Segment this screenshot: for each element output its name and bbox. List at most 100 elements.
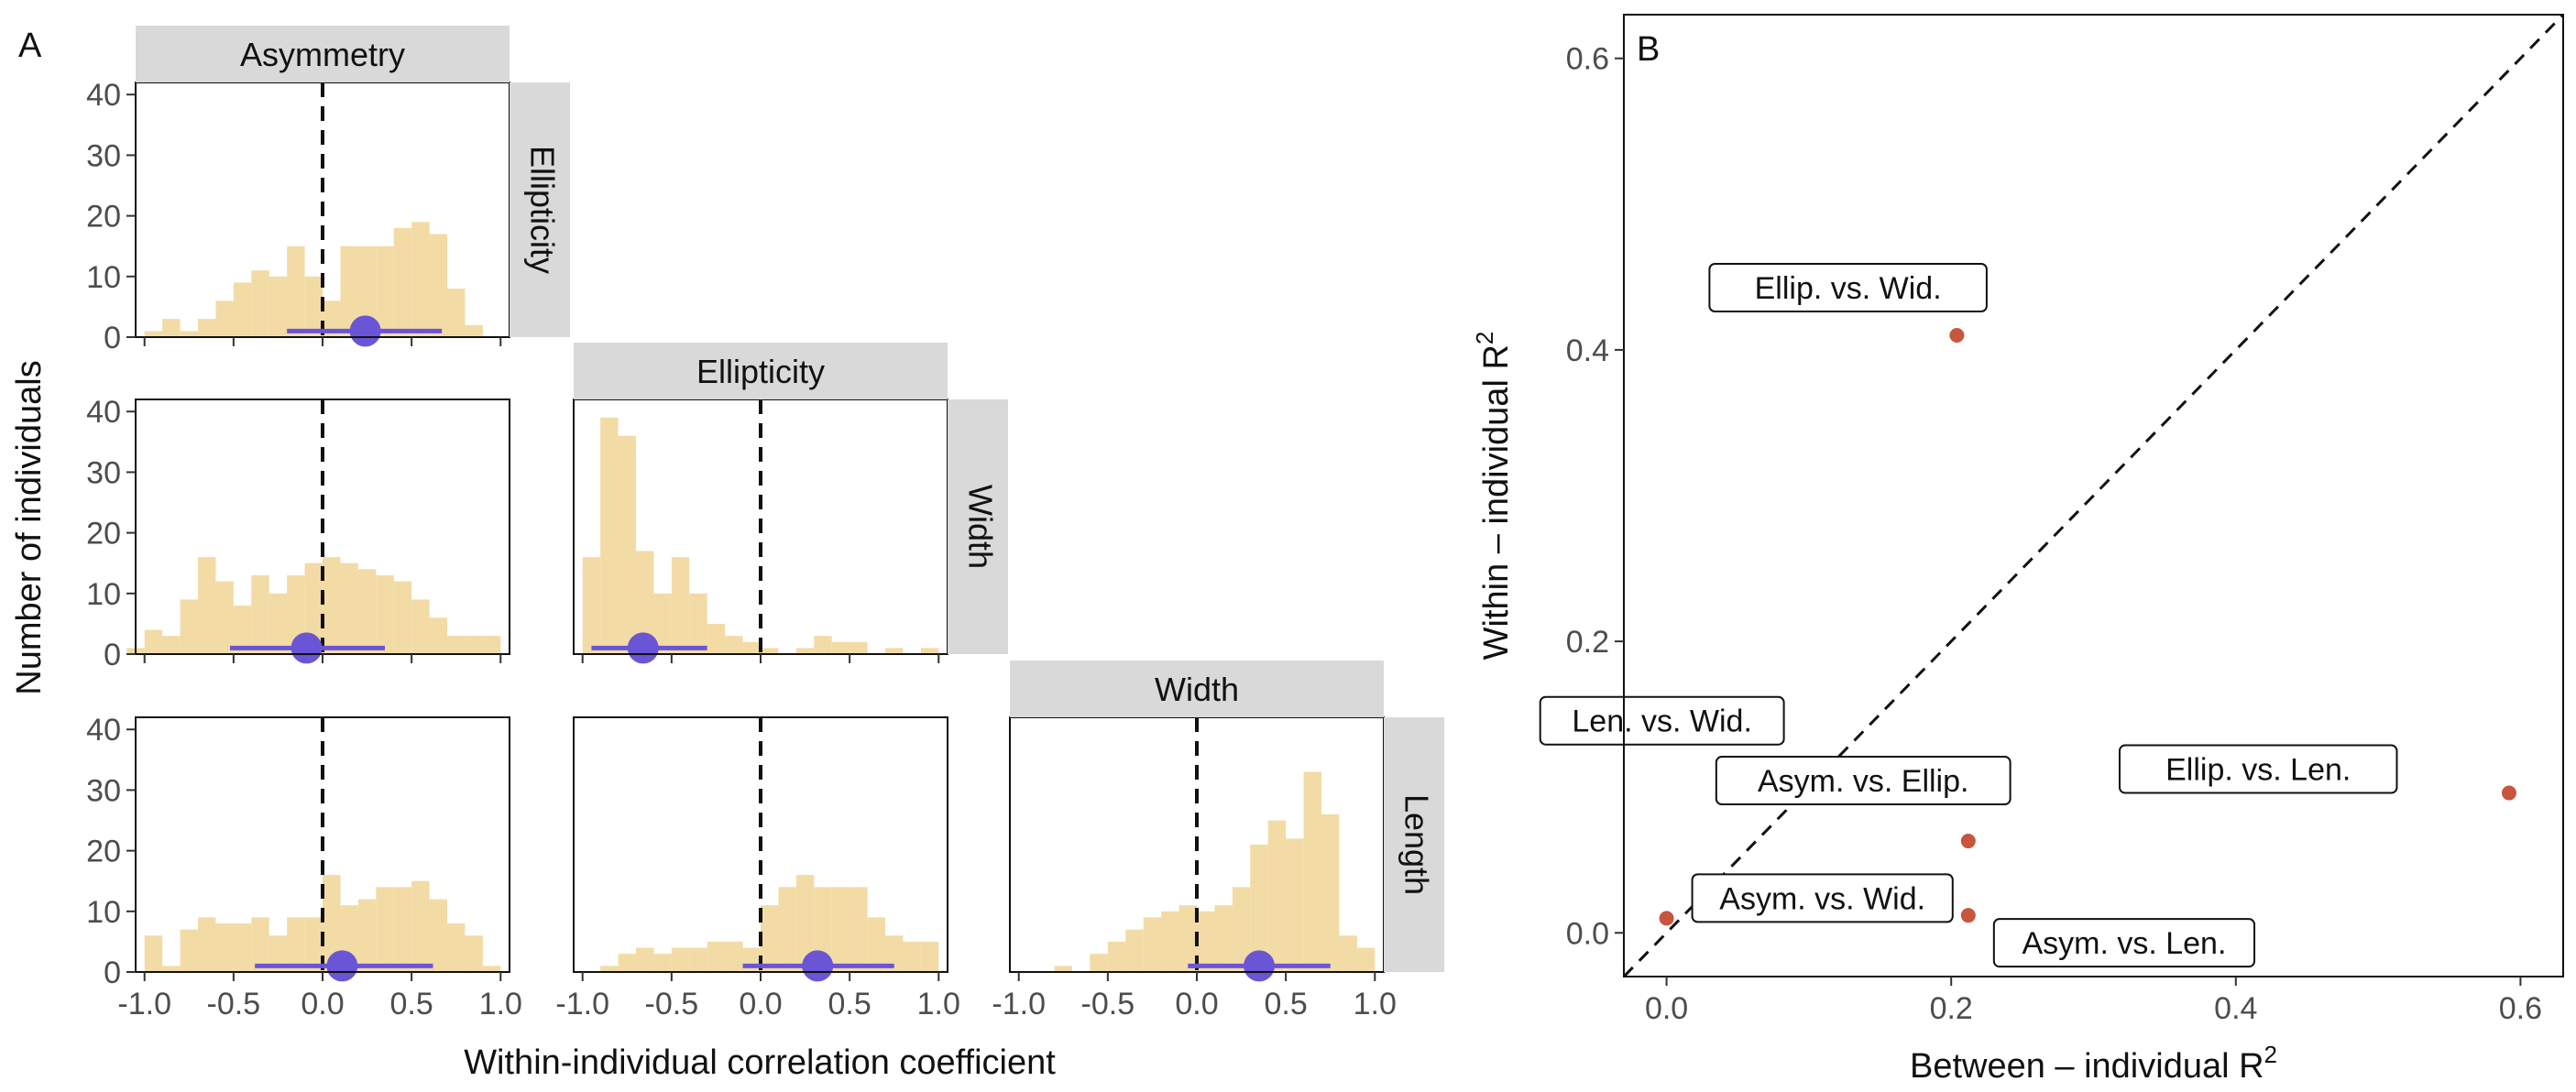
histogram-bar xyxy=(376,574,394,654)
histogram-bar xyxy=(761,648,779,654)
histogram-bar xyxy=(689,947,707,972)
point-label-box xyxy=(1992,918,2256,968)
histogram-bar xyxy=(1339,935,1357,972)
histogram-bar xyxy=(1178,905,1197,972)
scatter-point xyxy=(1960,908,1976,923)
x-tick-label: 0.0 xyxy=(1645,991,1688,1026)
histogram-bar xyxy=(233,923,252,972)
histogram-bar xyxy=(600,417,619,654)
histogram-bar xyxy=(742,947,761,972)
facet-ellipticity-length: -1.0 -0.5 0.0 0.5 1.0 xyxy=(555,716,960,1021)
x-tick-label: 0.0 xyxy=(1175,987,1218,1021)
y-tick-label: 0 xyxy=(104,956,121,990)
histogram-bar xyxy=(357,569,377,654)
point-label-box xyxy=(1691,873,1954,923)
histogram-bar xyxy=(867,917,885,972)
mean-point xyxy=(349,315,381,347)
column-strip-label: Width xyxy=(1155,671,1239,708)
histogram-bar xyxy=(920,941,939,972)
y-tick-label: 40 xyxy=(86,78,121,113)
histogram-bar xyxy=(1107,941,1126,972)
histogram-bar xyxy=(198,319,216,337)
identity-reference-line xyxy=(1622,13,2565,978)
scatter-point xyxy=(1659,911,1674,926)
histogram-bar xyxy=(707,941,726,972)
row-strip-label: Width xyxy=(961,485,999,569)
histogram-bar xyxy=(357,246,377,337)
histogram-bar xyxy=(393,581,412,654)
histogram-bar xyxy=(411,222,430,337)
histogram-bar xyxy=(636,551,654,654)
x-tick-label: 0.6 xyxy=(2499,991,2542,1026)
histogram-bar xyxy=(582,557,601,654)
histogram-bar xyxy=(411,599,430,654)
y-tick-label: 40 xyxy=(86,713,121,748)
x-tick-label: 0.5 xyxy=(390,987,433,1021)
histogram-bar xyxy=(162,319,181,337)
mean-point xyxy=(1244,950,1275,982)
histogram-bar xyxy=(636,947,654,972)
histogram-bar xyxy=(304,562,323,654)
x-tick-label: -1.0 xyxy=(555,987,609,1021)
histogram-bar xyxy=(269,276,288,337)
histogram-bar xyxy=(831,887,850,972)
histogram-bar xyxy=(198,917,216,972)
point-label: Asym. vs. Ellip. xyxy=(1758,764,1968,799)
histogram-bar xyxy=(393,887,412,972)
histogram-bar xyxy=(323,557,341,654)
y-tick-label: 30 xyxy=(86,773,121,808)
y-tick-label: 10 xyxy=(86,260,121,295)
histogram-bar xyxy=(761,905,779,972)
column-strip xyxy=(1010,661,1384,717)
row-strip-label: Length xyxy=(1398,794,1435,895)
panel-b: Ellip. vs. Wid. Len. vs. Wid.Asym. vs. El… xyxy=(1471,13,2565,1086)
histogram-bar xyxy=(1214,905,1233,972)
histogram-bar xyxy=(162,966,181,972)
mean-point xyxy=(627,632,659,664)
histogram-bar xyxy=(1161,911,1179,972)
row-strip xyxy=(510,82,570,337)
x-tick-label: -1.0 xyxy=(992,987,1046,1021)
histogram-bar xyxy=(447,289,466,337)
histogram-bar xyxy=(1232,887,1251,972)
histogram-bar xyxy=(1267,820,1287,972)
x-tick-label: 0.5 xyxy=(1265,987,1308,1021)
panel-a: A 0 10 20 30 40 0 10 20 30 40 -1.0 -0.5 0.0 0.5 1.0 0 10 2… xyxy=(10,26,1444,1082)
histogram-bar xyxy=(671,557,690,654)
histogram-bar xyxy=(795,875,815,972)
x-tick-label: -0.5 xyxy=(645,987,699,1021)
histogram-bar xyxy=(429,899,447,972)
y-tick-label: 20 xyxy=(86,835,121,869)
y-tick-label: 40 xyxy=(86,395,121,430)
panel-a-label: A xyxy=(18,27,42,65)
histogram-bar xyxy=(251,270,269,337)
histogram-bar xyxy=(689,593,707,654)
x-tick-label: 0.0 xyxy=(301,987,344,1021)
histogram-bar xyxy=(1303,771,1321,972)
column-strip-label: Asymmetry xyxy=(240,36,405,73)
facet-asymmetry-ellipticity: 0 10 20 30 40 xyxy=(86,78,510,355)
x-tick-label: 1.0 xyxy=(1354,987,1397,1021)
histogram-bar xyxy=(831,641,850,654)
x-tick-label: -0.5 xyxy=(1081,987,1135,1021)
facet-ellipticity-width xyxy=(573,399,948,664)
point-label-box xyxy=(1715,756,2011,806)
histogram-bar xyxy=(742,641,761,654)
histogram-bar xyxy=(429,617,447,654)
histogram-bar xyxy=(465,636,483,654)
histogram-bar xyxy=(707,623,726,654)
x-axis-title: Between – individual R2 xyxy=(1910,1041,2277,1086)
x-tick-label: -1.0 xyxy=(117,987,171,1021)
y-tick-label: 0.0 xyxy=(1566,916,1609,951)
x-tick-label: 0.2 xyxy=(1930,991,1973,1026)
column-strip xyxy=(136,26,510,82)
histogram-bar xyxy=(465,324,483,337)
histogram-bar xyxy=(144,629,163,654)
y-axis-title-main: Within – individual R xyxy=(1477,344,1516,660)
x-axis-title-main: Between – individual R xyxy=(1910,1047,2264,1086)
histogram-bar xyxy=(1250,845,1268,972)
point-label: Asym. vs. Wid. xyxy=(1719,881,1925,916)
histogram-bar xyxy=(671,947,690,972)
histogram-bar xyxy=(885,648,904,654)
